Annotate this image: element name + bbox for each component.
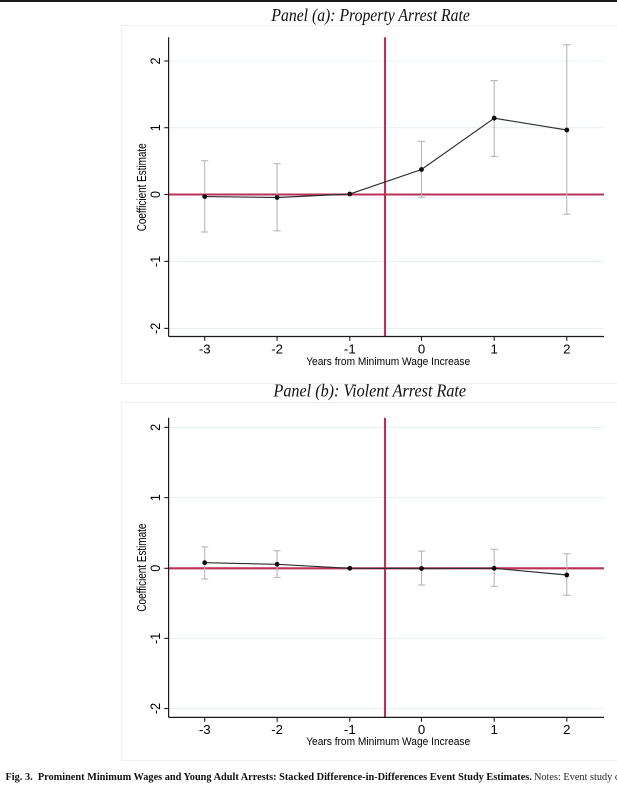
svg-text:-1: -1 — [147, 256, 163, 267]
svg-text:0: 0 — [147, 191, 163, 198]
svg-text:Years from Minimum Wage Increa: Years from Minimum Wage Increase — [306, 736, 470, 748]
svg-text:Panel (a): Property Arrest Rat: Panel (a): Property Arrest Rate — [271, 5, 470, 26]
svg-text:1: 1 — [147, 494, 163, 501]
svg-text:-2: -2 — [271, 342, 283, 357]
svg-text:1: 1 — [491, 722, 498, 737]
svg-text:2: 2 — [147, 57, 163, 64]
svg-text:-1: -1 — [147, 633, 163, 644]
svg-text:-1: -1 — [344, 342, 356, 357]
svg-text:2: 2 — [563, 722, 570, 737]
svg-text:2: 2 — [563, 342, 570, 357]
svg-text:2: 2 — [147, 424, 163, 431]
svg-text:0: 0 — [418, 722, 425, 737]
svg-text:-2: -2 — [147, 323, 163, 334]
svg-text:Panel (b): Violent Arrest Rate: Panel (b): Violent Arrest Rate — [273, 381, 467, 402]
svg-text:0: 0 — [147, 565, 163, 572]
svg-text:-3: -3 — [199, 342, 211, 357]
svg-text:-3: -3 — [199, 722, 211, 737]
svg-text:1: 1 — [491, 342, 498, 357]
svg-text:-2: -2 — [271, 722, 283, 737]
svg-text:0: 0 — [418, 342, 425, 357]
svg-text:Coefficient Estimate: Coefficient Estimate — [135, 524, 149, 612]
svg-text:Years from Minimum Wage Increa: Years from Minimum Wage Increase — [306, 356, 470, 368]
svg-text:1: 1 — [147, 124, 163, 131]
svg-text:Coefficient Estimate: Coefficient Estimate — [135, 143, 149, 231]
svg-text:-2: -2 — [147, 703, 163, 714]
svg-text:-1: -1 — [344, 722, 356, 737]
